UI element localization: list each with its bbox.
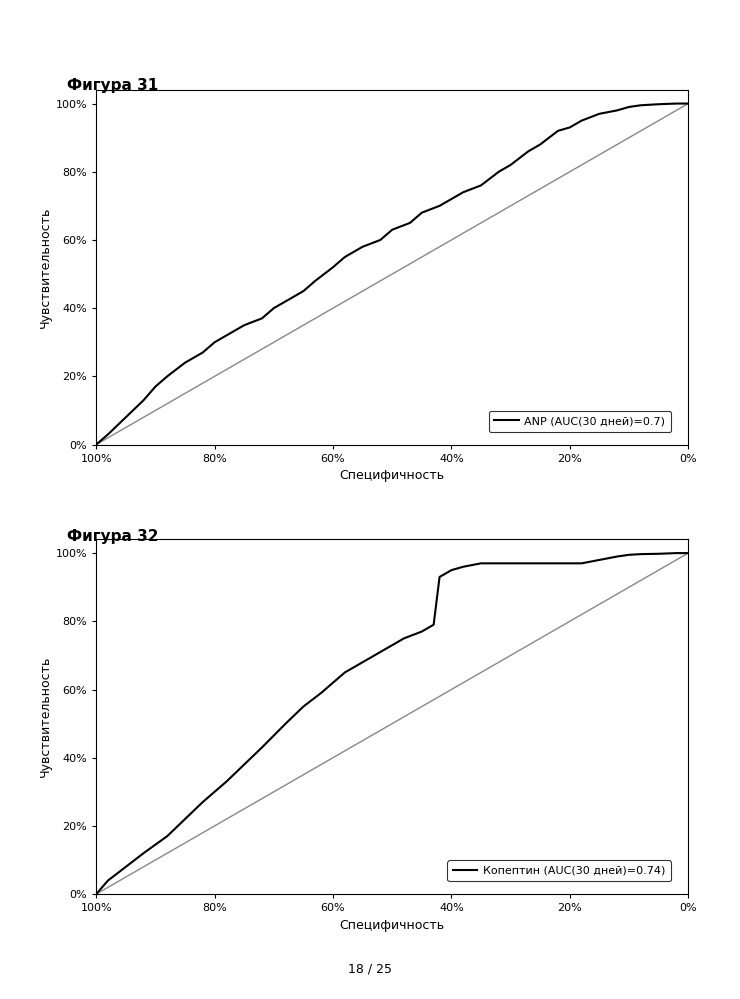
Legend: ANP (AUC(30 дней)=0.7): ANP (AUC(30 дней)=0.7) [488, 411, 670, 432]
Text: 18 / 25: 18 / 25 [348, 962, 392, 976]
Text: Фигура 32: Фигура 32 [67, 529, 158, 544]
Y-axis label: Чувствительность: Чувствительность [38, 207, 51, 328]
X-axis label: Специфичность: Специфичность [340, 919, 445, 932]
X-axis label: Специфичность: Специфичность [340, 470, 445, 483]
Legend: Копептин (AUC(30 дней)=0.74): Копептин (AUC(30 дней)=0.74) [447, 860, 670, 881]
Y-axis label: Чувствительность: Чувствительность [38, 656, 51, 777]
Text: Фигура 31: Фигура 31 [67, 78, 158, 93]
